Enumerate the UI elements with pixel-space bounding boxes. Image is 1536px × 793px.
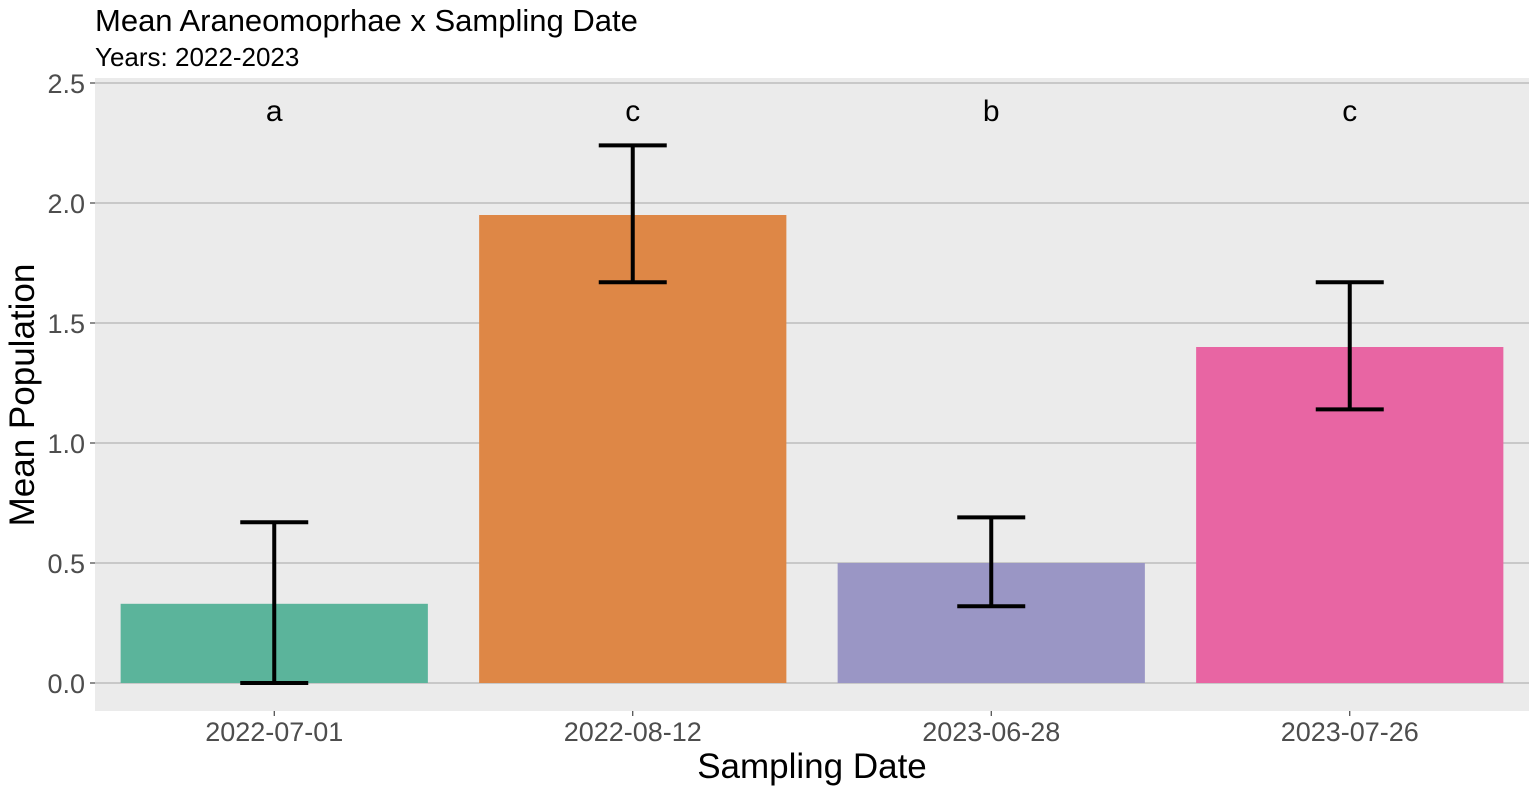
significance-letter: c [1342, 95, 1357, 128]
y-axis-title: Mean Population [3, 264, 42, 527]
y-tick-label: 1.5 [47, 309, 85, 339]
error-bars [240, 143, 1384, 685]
bars [120, 215, 1504, 683]
y-tick-label: 1.0 [47, 429, 85, 459]
y-axis-ticks: 0.0 0.5 1.0 1.5 2.0 2.5 [47, 69, 95, 699]
x-axis-title: Sampling Date [697, 747, 927, 786]
chart-subtitle: Years: 2022-2023 [95, 42, 299, 72]
x-axis-ticks: 2022-07-01 2022-08-12 2023-06-28 2023-07-26 [205, 711, 1419, 747]
y-tick-label: 2.5 [47, 69, 85, 99]
y-tick-label: 0.5 [47, 549, 85, 579]
x-tick-label: 2023-07-26 [1281, 717, 1419, 747]
y-tick-label: 2.0 [47, 189, 85, 219]
chart-title: Mean Araneomoprhae x Sampling Date [95, 3, 638, 38]
x-tick-label: 2022-07-01 [205, 717, 343, 747]
x-tick-label: 2023-06-28 [922, 717, 1060, 747]
significance-letter: c [625, 95, 640, 128]
x-tick-label: 2022-08-12 [564, 717, 702, 747]
bar [479, 215, 787, 683]
significance-letter: b [983, 95, 1000, 128]
y-tick-label: 0.0 [47, 669, 85, 699]
significance-letter: a [266, 95, 283, 128]
